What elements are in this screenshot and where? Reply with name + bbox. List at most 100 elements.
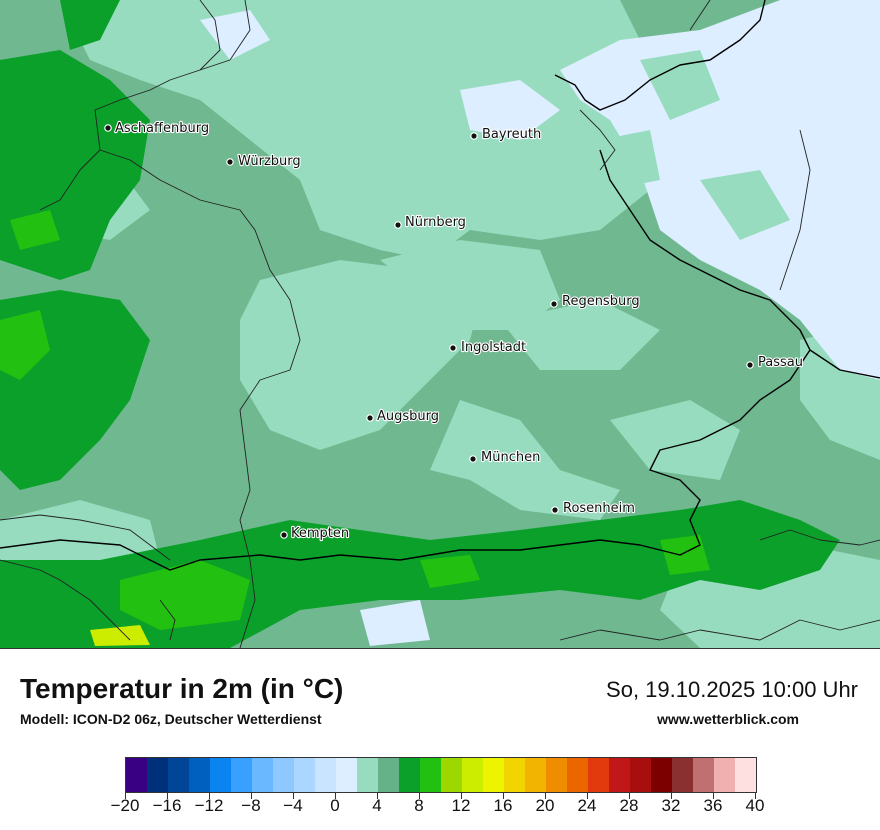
scale-tick-label: 40 <box>745 796 765 815</box>
city-ingolstadt[interactable]: Ingolstadt <box>449 339 527 356</box>
city-dot <box>746 361 754 369</box>
map-title: Temperatur in 2m (in °C) <box>20 673 344 704</box>
scale-tick <box>503 793 504 799</box>
scale-swatch <box>735 758 756 792</box>
scale-swatch <box>630 758 651 792</box>
scale-tick-label: −8 <box>241 796 261 815</box>
city-label: Passau <box>758 355 803 370</box>
forecast-datetime: So, 19.10.2025 10:00 Uhr <box>606 677 858 702</box>
scale-swatch <box>462 758 483 792</box>
scale-swatch <box>315 758 336 792</box>
city-dot <box>449 344 457 352</box>
scale-swatch <box>441 758 462 792</box>
website-link[interactable]: www.wetterblick.com <box>657 711 799 727</box>
city-label: Würzburg <box>238 154 301 169</box>
scale-tick <box>209 793 210 799</box>
city-bayreuth[interactable]: Bayreuth <box>470 126 542 143</box>
city-muenchen[interactable]: München <box>469 449 541 466</box>
temperature-zone-cool-patches <box>600 50 790 240</box>
city-dot <box>550 300 558 308</box>
scale-swatch <box>294 758 315 792</box>
scale-tick-label: 0 <box>330 796 340 815</box>
city-regensburg[interactable]: Regensburg <box>550 293 641 310</box>
scale-swatch <box>525 758 546 792</box>
city-dot <box>104 124 112 132</box>
city-nuernberg[interactable]: Nürnberg <box>394 214 467 231</box>
scale-tick <box>713 793 714 799</box>
state-borders <box>0 0 880 648</box>
scale-tick <box>671 793 672 799</box>
city-label: Rosenheim <box>563 501 635 516</box>
scale-tick-label: 20 <box>535 796 555 815</box>
scale-swatch <box>504 758 525 792</box>
city-markers: Aschaffenburg Würzburg Bayreuth Nürnberg… <box>104 120 804 542</box>
scale-swatch <box>252 758 273 792</box>
scale-tick <box>755 793 756 799</box>
scale-tick-label: 12 <box>451 796 471 815</box>
temperature-zone-warmer <box>0 210 710 630</box>
scale-tick <box>545 793 546 799</box>
city-dot <box>366 414 374 422</box>
city-dot <box>280 531 288 539</box>
city-wuerzburg[interactable]: Würzburg <box>226 153 302 170</box>
city-label: Bayreuth <box>482 127 541 142</box>
scale-swatch <box>420 758 441 792</box>
scale-swatch <box>399 758 420 792</box>
scale-tick <box>461 793 462 799</box>
model-credit: Modell: ICON-D2 06z, Deutscher Wetterdie… <box>20 711 322 727</box>
map-canvas: Aschaffenburg Würzburg Bayreuth Nürnberg… <box>0 0 880 648</box>
city-dot <box>226 158 234 166</box>
scale-swatch <box>378 758 399 792</box>
city-label: München <box>481 450 540 465</box>
scale-tick <box>419 793 420 799</box>
scale-swatch <box>168 758 189 792</box>
city-label: Ingolstadt <box>461 340 526 355</box>
city-kempten[interactable]: Kempten <box>280 525 350 542</box>
scale-tick <box>335 793 336 799</box>
scale-tick <box>251 793 252 799</box>
city-dot <box>470 132 478 140</box>
scale-swatch <box>714 758 735 792</box>
city-augsburg[interactable]: Augsburg <box>366 408 440 425</box>
color-scale <box>125 757 757 793</box>
scale-swatch <box>210 758 231 792</box>
scale-swatch <box>546 758 567 792</box>
scale-swatch <box>609 758 630 792</box>
country-borders <box>0 0 880 571</box>
temperature-zone-hot <box>90 625 150 646</box>
city-label: Kempten <box>291 526 349 541</box>
city-dot <box>469 455 477 463</box>
scale-swatch <box>651 758 672 792</box>
scale-swatch <box>672 758 693 792</box>
scale-swatch <box>693 758 714 792</box>
scale-swatch <box>126 758 147 792</box>
scale-tick-label: 24 <box>577 796 597 815</box>
scale-swatch <box>357 758 378 792</box>
scale-tick <box>125 793 126 799</box>
city-passau[interactable]: Passau <box>746 354 804 371</box>
scale-tick-label: 16 <box>493 796 513 815</box>
scale-swatch <box>567 758 588 792</box>
scale-swatch <box>273 758 294 792</box>
temperature-map: Aschaffenburg Würzburg Bayreuth Nürnberg… <box>0 0 880 649</box>
scale-tick-label: −20 <box>110 796 140 815</box>
scale-tick-label: −4 <box>283 796 303 815</box>
scale-tick-label: −12 <box>194 796 224 815</box>
city-label: Nürnberg <box>405 215 466 230</box>
temperature-zone-cool <box>0 0 880 648</box>
scale-tick-label: −16 <box>152 796 182 815</box>
scale-swatch <box>588 758 609 792</box>
scale-tick <box>629 793 630 799</box>
scale-tick <box>377 793 378 799</box>
city-dot <box>551 506 559 514</box>
city-rosenheim[interactable]: Rosenheim <box>551 500 636 517</box>
city-label: Augsburg <box>377 409 439 424</box>
scale-tick-label: 8 <box>414 796 424 815</box>
scale-tick-label: 4 <box>372 796 382 815</box>
map-footer: Temperatur in 2m (in °C) Modell: ICON-D2… <box>0 649 880 830</box>
city-aschaffenburg[interactable]: Aschaffenburg <box>104 120 210 137</box>
scale-tick-label: 28 <box>619 796 639 815</box>
scale-tick <box>587 793 588 799</box>
scale-swatch <box>147 758 168 792</box>
scale-swatch <box>483 758 504 792</box>
